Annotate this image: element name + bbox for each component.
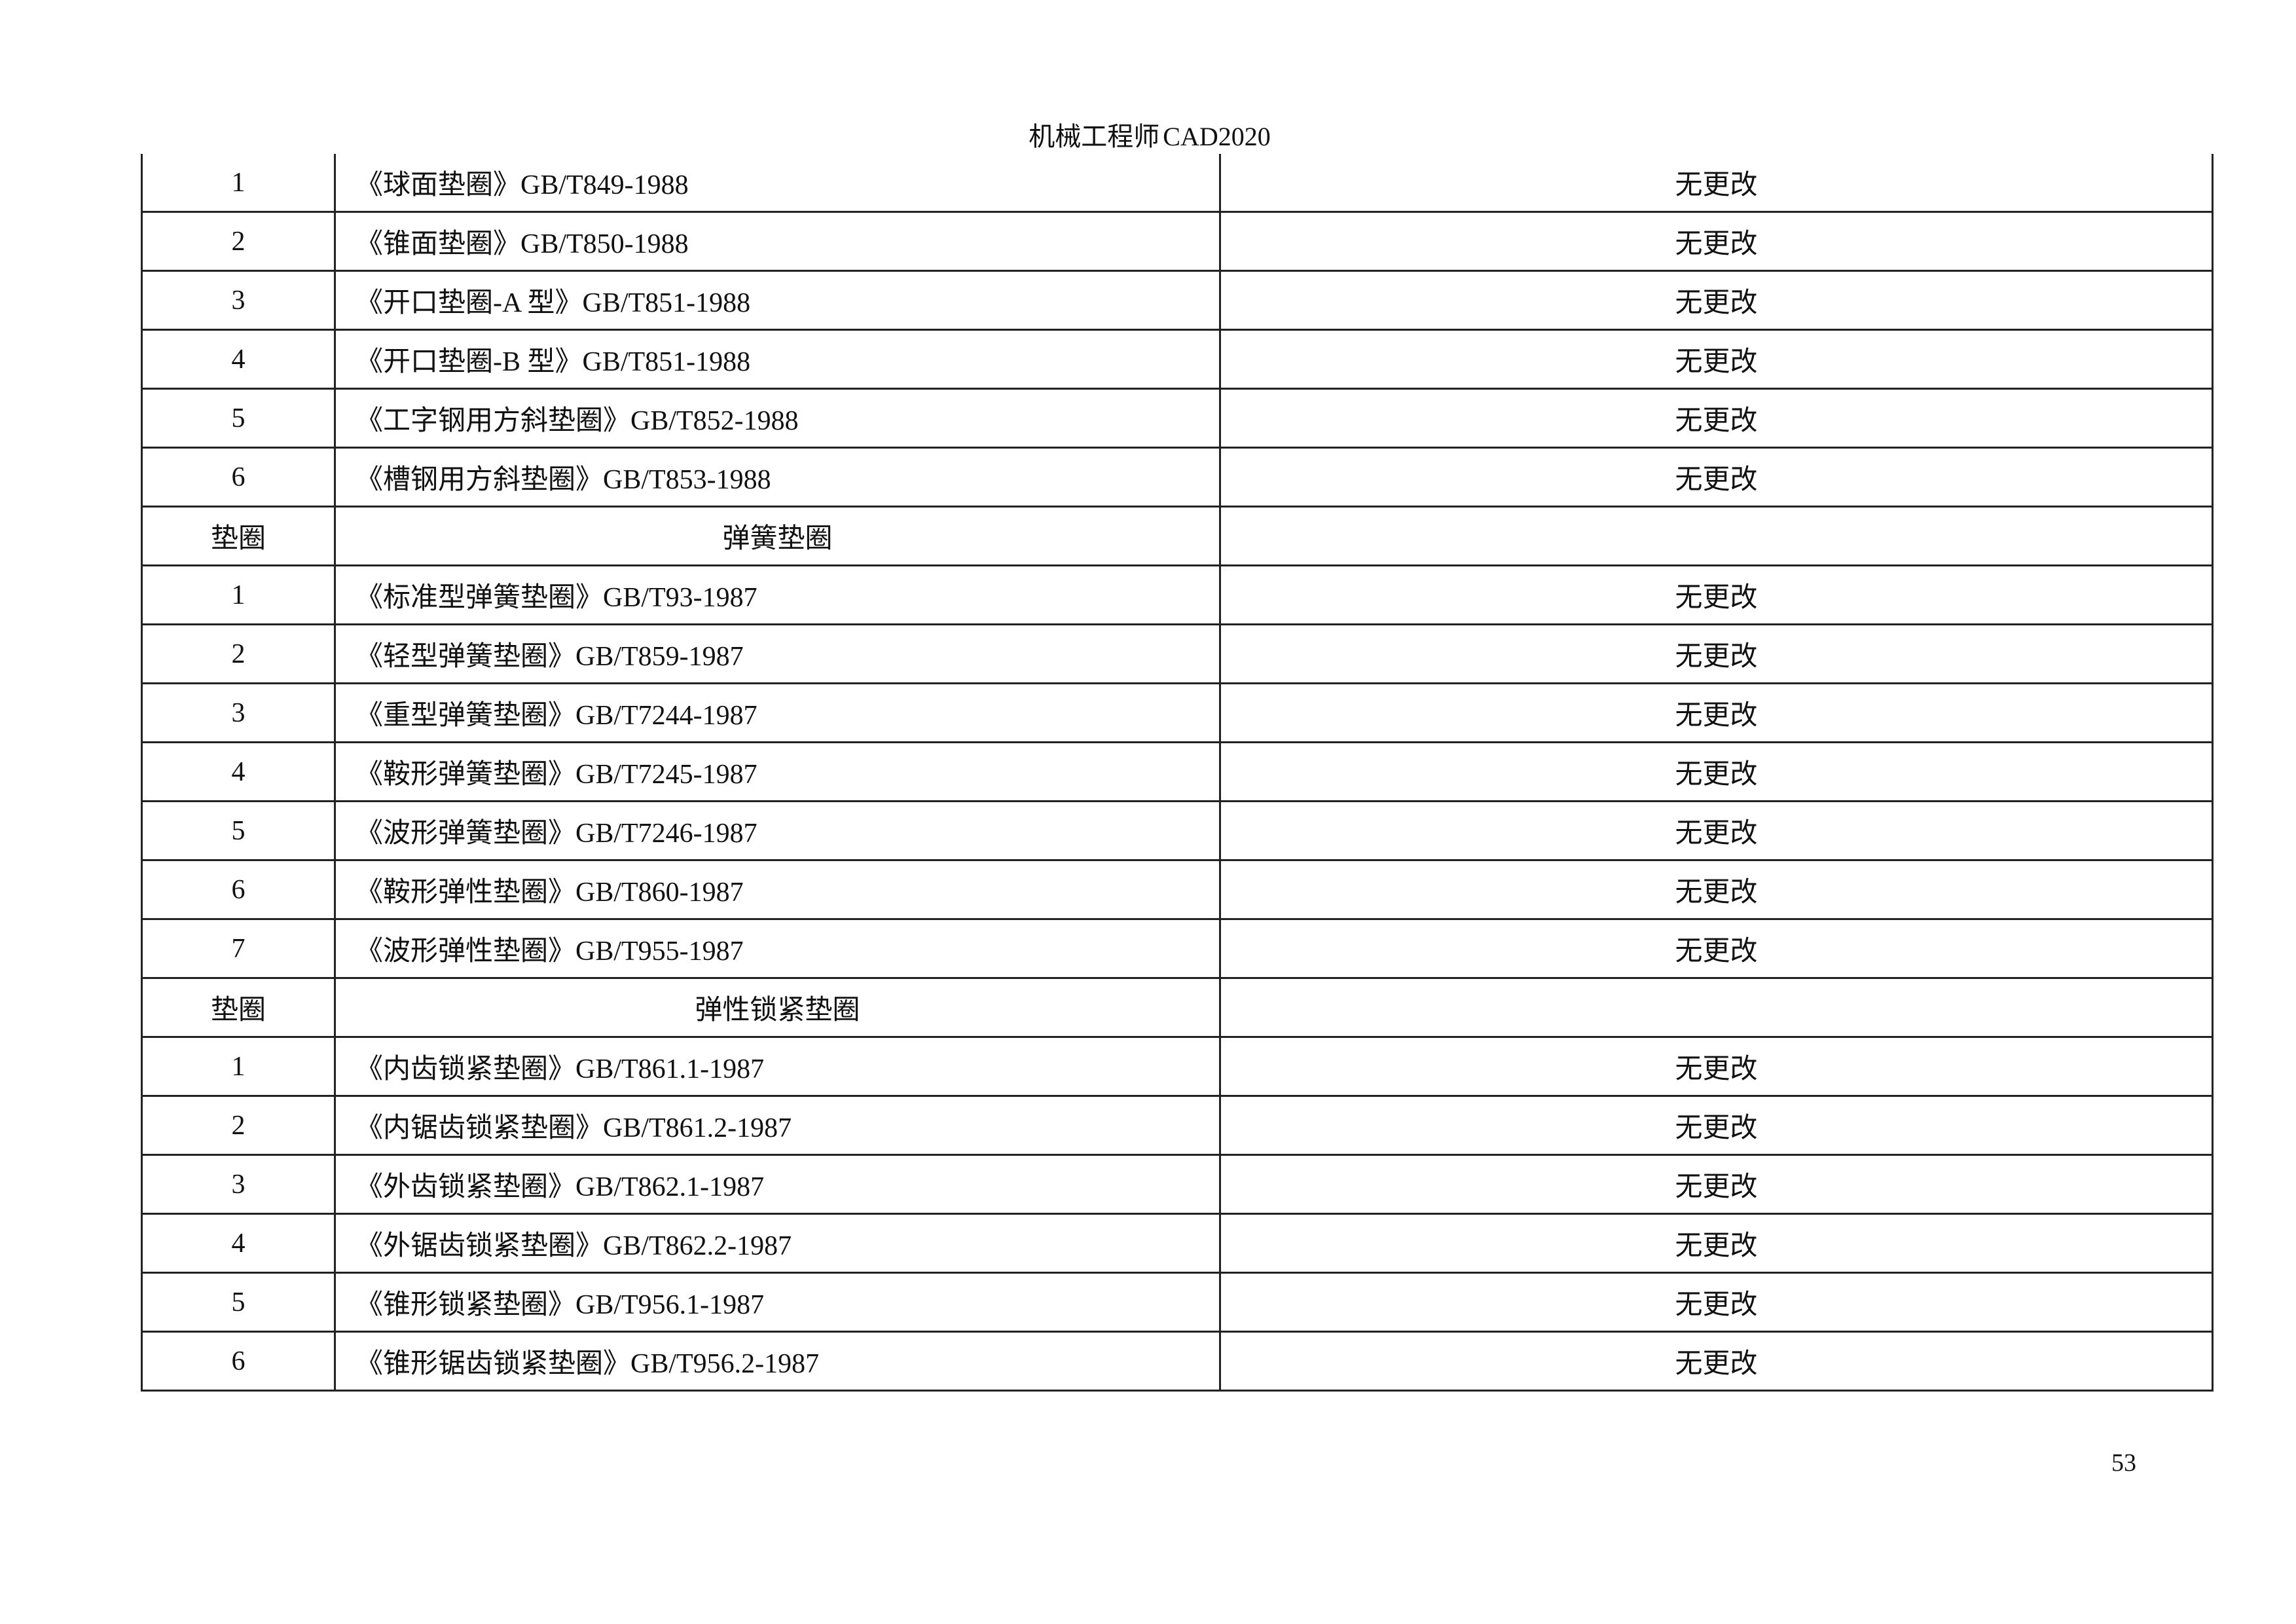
change-status-cell: 无更改 [1219, 623, 2214, 684]
change-status-cell: 无更改 [1219, 800, 2214, 861]
standard-name-cell: 弹簧垫圈 [334, 506, 1221, 566]
change-status-cell: 无更改 [1219, 1036, 2214, 1097]
change-status-cell [1219, 506, 2214, 566]
page-header: 机械工程师 CAD2020 [0, 115, 2296, 153]
page-number: 53 [2111, 1449, 2136, 1477]
row-number-cell: 3 [141, 1154, 336, 1215]
table-row: 5 《工字钢用方斜垫圈》GB/T852-1988 无更改 [141, 388, 2214, 449]
standard-name-cell: 《球面垫圈》GB/T849-1988 [334, 154, 1221, 213]
standard-name-cell: 《内锯齿锁紧垫圈》GB/T861.2-1987 [334, 1095, 1221, 1156]
table-row: 1 《球面垫圈》GB/T849-1988 无更改 [141, 154, 2214, 213]
standards-table: 1 《球面垫圈》GB/T849-1988 无更改 2 《锥面垫圈》GB/T850-198… [141, 154, 2214, 1392]
standard-name-cell: 《波形弹性垫圈》GB/T955-1987 [334, 918, 1221, 979]
change-status-cell: 无更改 [1219, 447, 2214, 507]
row-number-cell: 5 [141, 1272, 336, 1333]
change-status-cell: 无更改 [1219, 741, 2214, 802]
table-row: 2 《轻型弹簧垫圈》GB/T859-1987 无更改 [141, 623, 2214, 684]
change-status-cell: 无更改 [1219, 270, 2214, 331]
change-status-cell: 无更改 [1219, 682, 2214, 743]
table-row: 4 《鞍形弹簧垫圈》GB/T7245-1987 无更改 [141, 741, 2214, 802]
table-row: 5 《锥形锁紧垫圈》GB/T956.1-1987 无更改 [141, 1272, 2214, 1333]
row-number-cell: 2 [141, 211, 336, 272]
table-row: 4 《开口垫圈-B 型》GB/T851-1988 无更改 [141, 329, 2214, 390]
change-status-cell: 无更改 [1219, 388, 2214, 449]
standard-name-cell: 《开口垫圈-B 型》GB/T851-1988 [334, 329, 1221, 390]
row-number-cell: 4 [141, 741, 336, 802]
table-row: 2 《锥面垫圈》GB/T850-1988 无更改 [141, 211, 2214, 272]
table-row: 6 《鞍形弹性垫圈》GB/T860-1987 无更改 [141, 859, 2214, 920]
change-status-cell: 无更改 [1219, 154, 2214, 213]
table-row: 3 《开口垫圈-A 型》GB/T851-1988 无更改 [141, 270, 2214, 331]
section-row: 垫圈 弹性锁紧垫圈 [141, 977, 2214, 1038]
row-number-cell: 4 [141, 329, 336, 390]
section-row: 垫圈 弹簧垫圈 [141, 506, 2214, 566]
standard-name-cell: 《外锯齿锁紧垫圈》GB/T862.2-1987 [334, 1213, 1221, 1274]
table-row: 6 《锥形锯齿锁紧垫圈》GB/T956.2-1987 无更改 [141, 1331, 2214, 1392]
table-row: 6 《槽钢用方斜垫圈》GB/T853-1988 无更改 [141, 447, 2214, 507]
standard-name-cell: 《锥形锁紧垫圈》GB/T956.1-1987 [334, 1272, 1221, 1333]
standard-name-cell: 《轻型弹簧垫圈》GB/T859-1987 [334, 623, 1221, 684]
standard-name-cell: 弹性锁紧垫圈 [334, 977, 1221, 1038]
table-row: 5 《波形弹簧垫圈》GB/T7246-1987 无更改 [141, 800, 2214, 861]
change-status-cell: 无更改 [1219, 1272, 2214, 1333]
standard-name-cell: 《鞍形弹性垫圈》GB/T860-1987 [334, 859, 1221, 920]
standard-name-cell: 《内齿锁紧垫圈》GB/T861.1-1987 [334, 1036, 1221, 1097]
table-row: 7 《波形弹性垫圈》GB/T955-1987 无更改 [141, 918, 2214, 979]
row-number-cell: 垫圈 [141, 506, 336, 566]
change-status-cell: 无更改 [1219, 859, 2214, 920]
standard-name-cell: 《鞍形弹簧垫圈》GB/T7245-1987 [334, 741, 1221, 802]
standard-name-cell: 《槽钢用方斜垫圈》GB/T853-1988 [334, 447, 1221, 507]
change-status-cell: 无更改 [1219, 1095, 2214, 1156]
row-number-cell: 2 [141, 1095, 336, 1156]
header-title-suffix: CAD2020 [1163, 122, 1271, 151]
change-status-cell: 无更改 [1219, 211, 2214, 272]
row-number-cell: 7 [141, 918, 336, 979]
standard-name-cell: 《外齿锁紧垫圈》GB/T862.1-1987 [334, 1154, 1221, 1215]
change-status-cell: 无更改 [1219, 918, 2214, 979]
table-row: 3 《重型弹簧垫圈》GB/T7244-1987 无更改 [141, 682, 2214, 743]
header-title: 机械工程师 [1029, 122, 1160, 151]
row-number-cell: 5 [141, 800, 336, 861]
change-status-cell [1219, 977, 2214, 1038]
row-number-cell: 3 [141, 682, 336, 743]
table-row: 2 《内锯齿锁紧垫圈》GB/T861.2-1987 无更改 [141, 1095, 2214, 1156]
change-status-cell: 无更改 [1219, 329, 2214, 390]
row-number-cell: 1 [141, 154, 336, 213]
row-number-cell: 3 [141, 270, 336, 331]
row-number-cell: 6 [141, 859, 336, 920]
change-status-cell: 无更改 [1219, 564, 2214, 625]
row-number-cell: 2 [141, 623, 336, 684]
standard-name-cell: 《重型弹簧垫圈》GB/T7244-1987 [334, 682, 1221, 743]
row-number-cell: 5 [141, 388, 336, 449]
row-number-cell: 1 [141, 564, 336, 625]
row-number-cell: 6 [141, 447, 336, 507]
table-row: 3 《外齿锁紧垫圈》GB/T862.1-1987 无更改 [141, 1154, 2214, 1215]
change-status-cell: 无更改 [1219, 1213, 2214, 1274]
change-status-cell: 无更改 [1219, 1154, 2214, 1215]
standard-name-cell: 《锥形锯齿锁紧垫圈》GB/T956.2-1987 [334, 1331, 1221, 1392]
row-number-cell: 4 [141, 1213, 336, 1274]
standard-name-cell: 《工字钢用方斜垫圈》GB/T852-1988 [334, 388, 1221, 449]
standard-name-cell: 《开口垫圈-A 型》GB/T851-1988 [334, 270, 1221, 331]
row-number-cell: 1 [141, 1036, 336, 1097]
table-row: 4 《外锯齿锁紧垫圈》GB/T862.2-1987 无更改 [141, 1213, 2214, 1274]
row-number-cell: 垫圈 [141, 977, 336, 1038]
row-number-cell: 6 [141, 1331, 336, 1392]
standard-name-cell: 《标准型弹簧垫圈》GB/T93-1987 [334, 564, 1221, 625]
table-row: 1 《内齿锁紧垫圈》GB/T861.1-1987 无更改 [141, 1036, 2214, 1097]
standard-name-cell: 《波形弹簧垫圈》GB/T7246-1987 [334, 800, 1221, 861]
table-row: 1 《标准型弹簧垫圈》GB/T93-1987 无更改 [141, 564, 2214, 625]
standard-name-cell: 《锥面垫圈》GB/T850-1988 [334, 211, 1221, 272]
change-status-cell: 无更改 [1219, 1331, 2214, 1392]
